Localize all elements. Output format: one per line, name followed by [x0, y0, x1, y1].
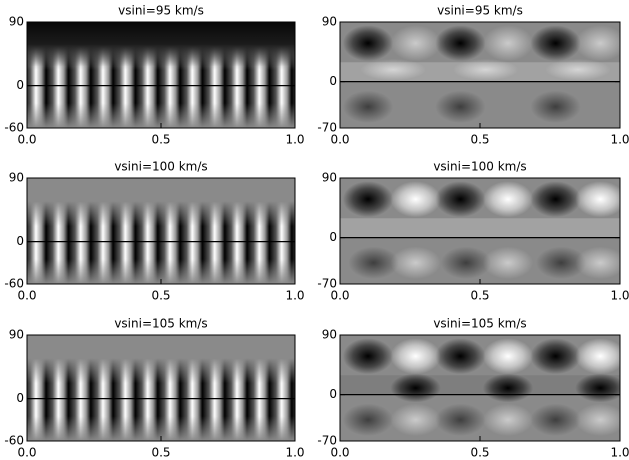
y-tick-label: 90 [322, 171, 337, 185]
panel-title: vsini=95 km/s [437, 4, 523, 18]
y-tick-label: 90 [9, 328, 24, 342]
image-texture [342, 338, 394, 375]
image-texture [440, 246, 492, 280]
y-tick-label: 90 [322, 15, 337, 29]
image-texture [390, 373, 441, 403]
image-texture [342, 90, 394, 124]
panel-title: vsini=95 km/s [118, 4, 204, 18]
image-texture [390, 338, 441, 375]
x-tick-label: 1.0 [285, 289, 304, 303]
x-tick-label: 0.5 [151, 133, 170, 147]
image-texture [575, 338, 620, 375]
image-texture [435, 90, 486, 124]
image-texture [390, 246, 441, 280]
x-tick-label: 0.5 [151, 289, 170, 303]
y-tick-label: 0 [16, 391, 24, 405]
x-tick-label: 0.0 [17, 446, 36, 460]
image-texture [360, 58, 426, 81]
image-texture [390, 403, 441, 437]
image-texture [575, 181, 620, 218]
image-panel [340, 22, 620, 128]
image-texture [435, 181, 486, 218]
x-tick-label: 0.5 [151, 446, 170, 460]
x-tick-label: 0.5 [470, 133, 489, 147]
image-texture [340, 218, 620, 238]
image-texture [435, 403, 486, 437]
y-tick-label: 90 [322, 328, 337, 342]
x-tick-label: 0.0 [17, 289, 36, 303]
x-tick-label: 0.0 [330, 289, 349, 303]
image-texture [482, 373, 534, 403]
image-texture [342, 181, 394, 218]
image-texture [530, 25, 581, 62]
x-tick-label: 1.0 [285, 446, 304, 460]
y-tick-label: 90 [9, 171, 24, 185]
image-texture [530, 403, 581, 437]
image-texture [435, 338, 486, 375]
image-texture [482, 403, 534, 437]
y-tick-label: 90 [9, 15, 24, 29]
image-texture [530, 90, 581, 124]
x-tick-label: 0.0 [17, 133, 36, 147]
y-tick-label: 0 [329, 387, 337, 401]
x-tick-label: 1.0 [610, 289, 629, 303]
image-texture [530, 181, 581, 218]
image-panel [340, 335, 620, 441]
image-texture [482, 246, 534, 280]
y-tick-label: -70 [317, 121, 337, 135]
image-texture [545, 58, 611, 81]
x-tick-label: 0.5 [470, 446, 489, 460]
image-texture [575, 25, 620, 62]
x-tick-label: 1.0 [610, 446, 629, 460]
image-texture [390, 181, 441, 218]
image-panel [27, 22, 295, 128]
y-tick-label: 0 [16, 234, 24, 248]
y-tick-label: -60 [4, 121, 24, 135]
image-texture [536, 246, 587, 280]
image-texture [27, 22, 295, 67]
y-tick-label: -70 [317, 434, 337, 448]
image-texture [575, 246, 620, 280]
image-texture [575, 373, 620, 403]
image-texture [452, 58, 519, 81]
y-tick-label: -60 [4, 434, 24, 448]
x-tick-label: 0.0 [330, 446, 349, 460]
image-texture [482, 181, 534, 218]
panel-title: vsini=100 km/s [433, 160, 526, 174]
y-tick-label: 0 [329, 230, 337, 244]
image-texture [348, 246, 399, 280]
x-tick-label: 1.0 [285, 133, 304, 147]
x-tick-label: 0.5 [470, 289, 489, 303]
image-panel [340, 178, 620, 284]
image-texture [435, 25, 486, 62]
y-tick-label: 0 [329, 74, 337, 88]
image-texture [482, 338, 534, 375]
image-texture [27, 335, 295, 441]
image-panel [27, 335, 295, 441]
x-tick-label: 1.0 [610, 133, 629, 147]
image-texture [342, 25, 394, 62]
image-texture [482, 25, 534, 62]
image-texture [27, 178, 295, 284]
image-texture [530, 338, 581, 375]
panel-title: vsini=105 km/s [433, 317, 526, 331]
y-tick-label: -70 [317, 277, 337, 291]
panel-title: vsini=105 km/s [114, 317, 207, 331]
image-panel [27, 178, 295, 284]
x-tick-label: 0.0 [330, 133, 349, 147]
image-texture [342, 403, 394, 437]
image-texture [390, 25, 441, 62]
y-tick-label: -60 [4, 277, 24, 291]
image-texture [575, 403, 620, 437]
y-tick-label: 0 [16, 78, 24, 92]
panel-title: vsini=100 km/s [114, 160, 207, 174]
